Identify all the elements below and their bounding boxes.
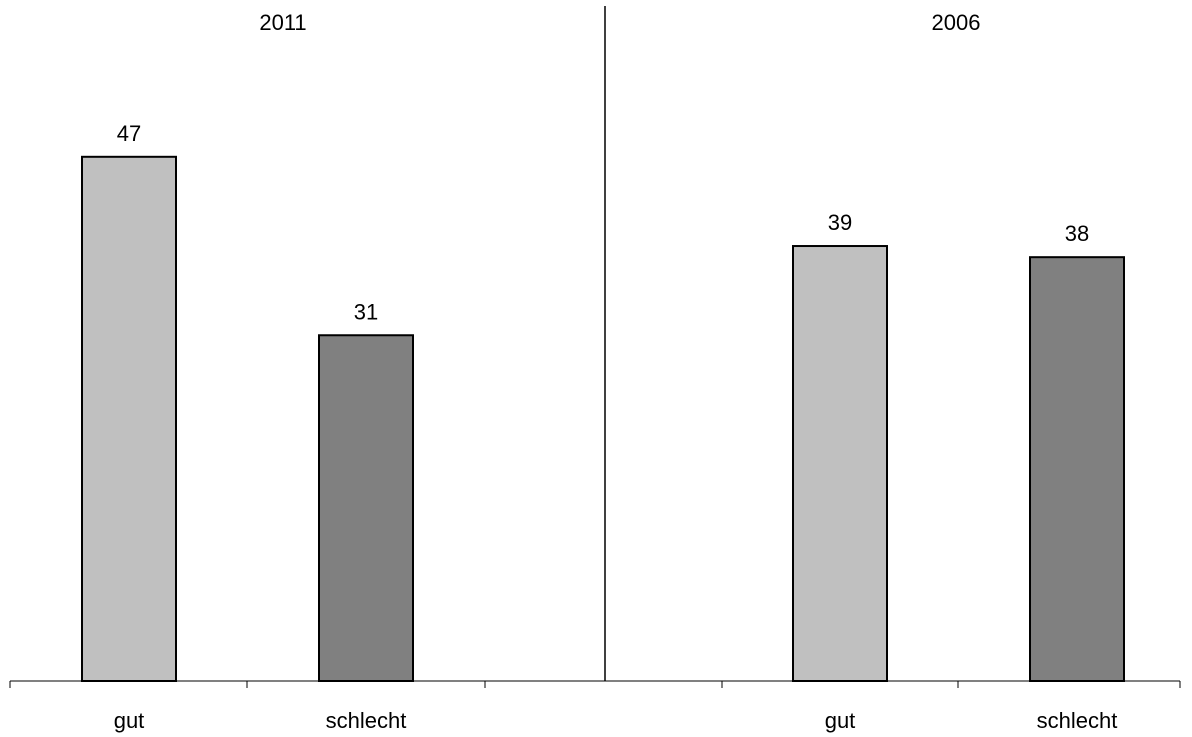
- category-label: gut: [114, 708, 145, 733]
- bar-2011-schlecht: [318, 334, 414, 682]
- data-label: 39: [828, 210, 852, 235]
- data-label: 47: [117, 121, 141, 146]
- bar-2006-gut: [792, 245, 888, 682]
- data-label: 31: [354, 299, 378, 324]
- bar-2006-schlecht: [1029, 256, 1125, 682]
- category-label: gut: [825, 708, 856, 733]
- data-label: 38: [1065, 221, 1089, 246]
- panel-title: 2011: [259, 10, 306, 35]
- category-label: schlecht: [1037, 708, 1118, 733]
- category-label: schlecht: [326, 708, 407, 733]
- bar-2011-gut: [81, 155, 177, 682]
- panel-title: 2006: [932, 10, 981, 35]
